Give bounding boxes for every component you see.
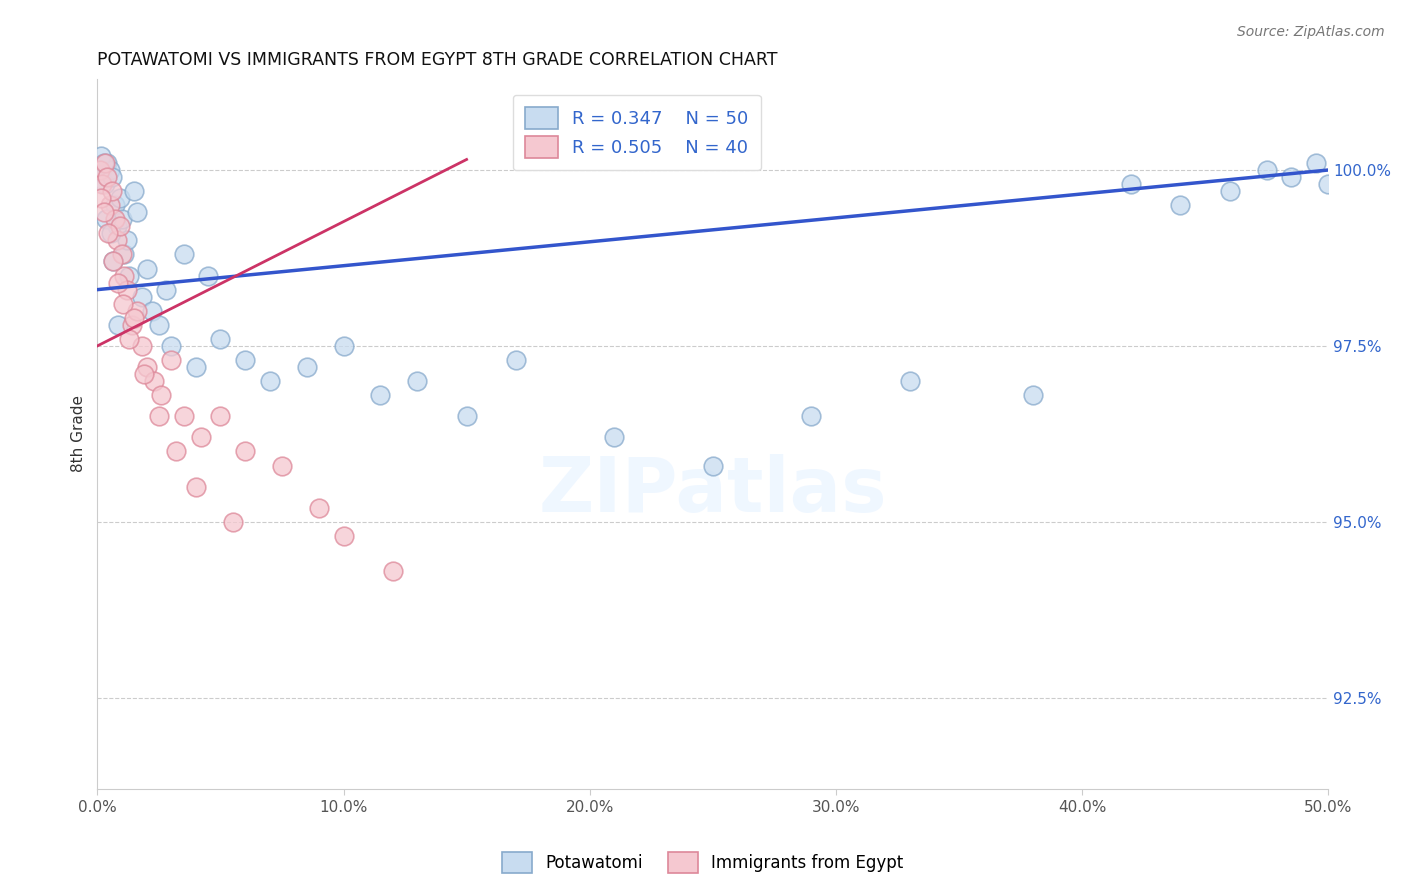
Point — [295, 359, 318, 374]
Point — [111, 212, 134, 227]
Point — [141, 303, 163, 318]
Point — [143, 374, 166, 388]
Point — [112, 268, 135, 283]
Point — [112, 296, 135, 310]
Point — [222, 515, 245, 529]
Point — [155, 283, 177, 297]
Point — [160, 353, 183, 368]
Point — [105, 233, 128, 247]
Point — [1317, 177, 1340, 191]
Point — [115, 233, 138, 247]
Point — [115, 283, 138, 297]
Point — [93, 156, 115, 170]
Point — [107, 276, 129, 290]
Point — [89, 163, 111, 178]
Point — [184, 359, 207, 374]
Point — [131, 339, 153, 353]
Point — [898, 374, 921, 388]
Point — [800, 409, 823, 424]
Point — [184, 480, 207, 494]
Point — [135, 261, 157, 276]
Text: ZIPatlas: ZIPatlas — [538, 454, 887, 528]
Point — [98, 198, 121, 212]
Legend: Potawatomi, Immigrants from Egypt: Potawatomi, Immigrants from Egypt — [496, 846, 910, 880]
Point — [93, 205, 115, 219]
Point — [1279, 170, 1302, 185]
Point — [1256, 163, 1278, 178]
Point — [1219, 184, 1241, 198]
Point — [233, 353, 256, 368]
Point — [135, 359, 157, 374]
Point — [97, 227, 120, 241]
Text: Source: ZipAtlas.com: Source: ZipAtlas.com — [1237, 25, 1385, 39]
Y-axis label: 8th Grade: 8th Grade — [72, 395, 86, 473]
Point — [91, 163, 114, 178]
Point — [124, 184, 146, 198]
Point — [103, 254, 125, 268]
Point — [233, 444, 256, 458]
Point — [94, 212, 117, 227]
Point — [125, 205, 148, 219]
Point — [1170, 198, 1192, 212]
Point — [111, 247, 134, 261]
Point — [108, 219, 131, 234]
Point — [505, 353, 527, 368]
Point — [173, 247, 195, 261]
Point — [1022, 388, 1045, 402]
Point — [101, 184, 124, 198]
Point — [118, 268, 141, 283]
Point — [1121, 177, 1143, 191]
Point — [209, 409, 232, 424]
Point — [93, 177, 115, 191]
Point — [197, 268, 219, 283]
Point — [603, 430, 626, 444]
Point — [148, 409, 170, 424]
Point — [190, 430, 212, 444]
Point — [118, 332, 141, 346]
Point — [101, 170, 124, 185]
Point — [702, 458, 724, 473]
Point — [93, 156, 115, 170]
Point — [124, 310, 146, 325]
Legend: R = 0.347    N = 50, R = 0.505    N = 40: R = 0.347 N = 50, R = 0.505 N = 40 — [513, 95, 761, 170]
Point — [98, 163, 121, 178]
Point — [332, 529, 354, 543]
Point — [105, 219, 128, 234]
Point — [134, 367, 156, 381]
Point — [131, 290, 153, 304]
Point — [90, 149, 112, 163]
Point — [121, 318, 143, 332]
Point — [112, 247, 135, 261]
Point — [456, 409, 478, 424]
Point — [160, 339, 183, 353]
Text: POTAWATOMI VS IMMIGRANTS FROM EGYPT 8TH GRADE CORRELATION CHART: POTAWATOMI VS IMMIGRANTS FROM EGYPT 8TH … — [97, 51, 778, 69]
Point — [108, 191, 131, 205]
Point — [1305, 156, 1327, 170]
Point — [271, 458, 294, 473]
Point — [173, 409, 195, 424]
Point — [150, 388, 173, 402]
Point — [103, 198, 125, 212]
Point — [91, 177, 114, 191]
Point — [107, 318, 129, 332]
Point — [209, 332, 232, 346]
Point — [406, 374, 429, 388]
Point — [259, 374, 281, 388]
Point — [148, 318, 170, 332]
Point — [165, 444, 187, 458]
Point — [103, 212, 125, 227]
Point — [96, 156, 118, 170]
Point — [332, 339, 354, 353]
Point — [308, 500, 330, 515]
Point — [100, 227, 122, 241]
Point — [125, 303, 148, 318]
Point — [103, 254, 125, 268]
Point — [370, 388, 392, 402]
Point — [90, 191, 112, 205]
Point — [381, 564, 404, 578]
Point — [96, 170, 118, 185]
